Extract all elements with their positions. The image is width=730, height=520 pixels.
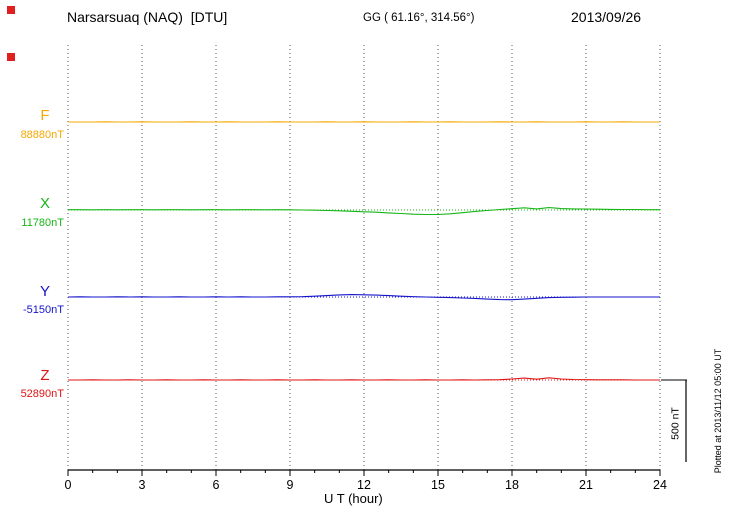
trace-Y: [67, 294, 660, 301]
series-label-y: Y: [39, 283, 50, 300]
scale-bar-label: 500 nT: [669, 407, 682, 440]
red-fiducial-mark-top: [7, 6, 15, 14]
x-tick-label: 24: [653, 478, 667, 492]
red-fiducial-mark-left: [7, 53, 15, 61]
x-axis-label: U T (hour): [324, 491, 383, 506]
trace-X: [68, 207, 660, 216]
x-tick-label: 15: [431, 478, 445, 492]
x-tick-label: 0: [65, 478, 72, 492]
plot-date: 2013/09/26: [571, 9, 642, 25]
series-baseline-value-z: 52890nT: [20, 388, 64, 400]
x-tick-label: 18: [505, 478, 519, 492]
series-baseline-value-x: 11780nT: [21, 217, 64, 229]
plotted-at-note: Plotted at 2013/11/12 05:00 UT: [713, 348, 723, 474]
x-tick-label: 9: [287, 478, 294, 492]
x-tick-label: 3: [139, 478, 146, 492]
series-label-z: Z: [40, 367, 50, 384]
station-title: Narsarsuaq (NAQ) [DTU]: [67, 9, 228, 25]
series-label-x: X: [39, 195, 50, 212]
series-baseline-value-f: 88880nT: [20, 129, 64, 141]
x-tick-label: 6: [213, 478, 220, 492]
geographic-coordinates: GG ( 61.16°, 314.56°): [363, 12, 475, 24]
x-tick-label: 21: [579, 478, 593, 492]
series-label-f: F: [40, 107, 50, 124]
trace-Z: [68, 377, 660, 381]
series-baseline-value-y: -5150nT: [23, 304, 64, 316]
x-tick-label: 12: [357, 478, 371, 492]
